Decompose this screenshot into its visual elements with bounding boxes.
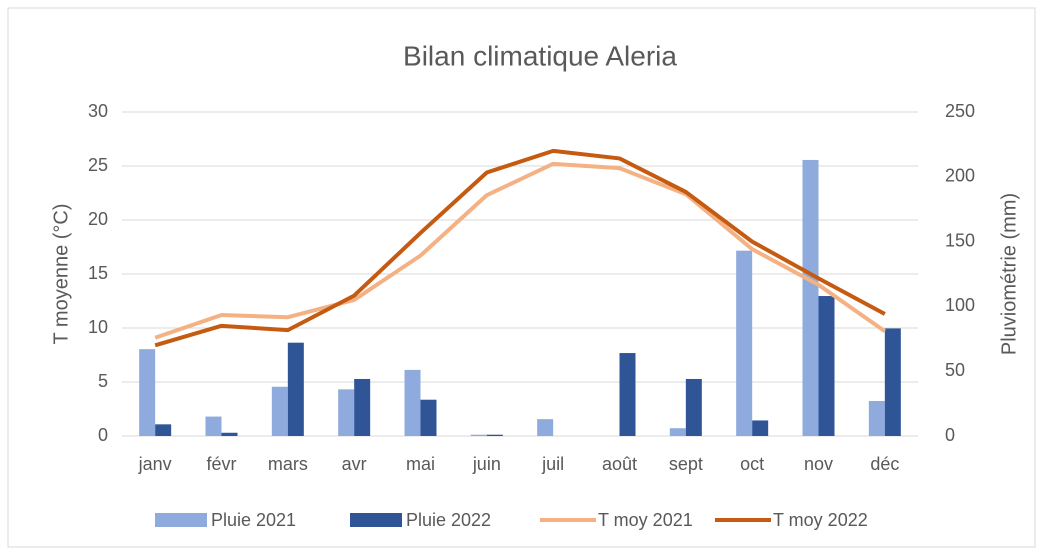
bar [818,296,835,436]
bar [420,399,437,436]
chart-border [7,7,1036,548]
bar [537,419,554,436]
y-tick-label: 5 [98,371,108,391]
legend-swatch [155,513,207,527]
y-tick-label: 25 [88,155,108,175]
bar [685,378,702,436]
bar [287,342,304,436]
bar [868,401,885,436]
y-tick-label: 15 [88,263,108,283]
x-tick-label: févr [206,454,236,474]
y-tick-label: 10 [88,317,108,337]
y2-axis-label: Pluviométrie (mm) [998,193,1020,355]
x-tick-label: mai [406,454,435,474]
bar [271,386,288,436]
bar [470,434,487,436]
bar [404,369,421,436]
y-tick-label: 30 [88,101,108,121]
line [154,161,886,340]
bar [669,428,686,436]
legend-label: Pluie 2022 [406,510,491,530]
legend-label: T moy 2021 [598,510,693,530]
y-tick-label: 20 [88,209,108,229]
x-tick-label: mars [268,454,308,474]
bar [221,432,238,436]
bar [139,349,156,436]
bar [486,434,503,436]
x-tick-label: nov [804,454,833,474]
legend-label: T moy 2022 [773,510,868,530]
bar [752,420,769,436]
x-tick-label: janv [138,454,172,474]
y2-tick-label: 50 [945,360,965,380]
bar [884,328,901,436]
x-tick-label: avr [342,454,367,474]
x-tick-label: sept [669,454,703,474]
bar [205,416,222,436]
x-tick-label: juin [472,454,501,474]
legend-swatch [350,513,402,527]
y2-tick-label: 0 [945,425,955,445]
y2-tick-label: 100 [945,295,975,315]
chart-title: Bilan climatique Aleria [403,40,677,71]
bar [354,378,371,436]
y-axis-label: T moyenne (°C) [50,203,72,344]
bar [338,389,355,436]
y2-tick-label: 150 [945,230,975,250]
legend-label: Pluie 2021 [211,510,296,530]
x-tick-label: déc [870,454,899,474]
bar [736,250,753,436]
bar [619,353,636,436]
x-tick-label: juil [541,454,564,474]
x-tick-label: août [602,454,637,474]
bar [802,159,819,436]
y2-tick-label: 250 [945,101,975,121]
x-tick-label: oct [740,454,764,474]
bar [155,424,172,436]
y2-tick-label: 200 [945,166,975,186]
y-tick-label: 0 [98,425,108,445]
line [154,148,886,348]
